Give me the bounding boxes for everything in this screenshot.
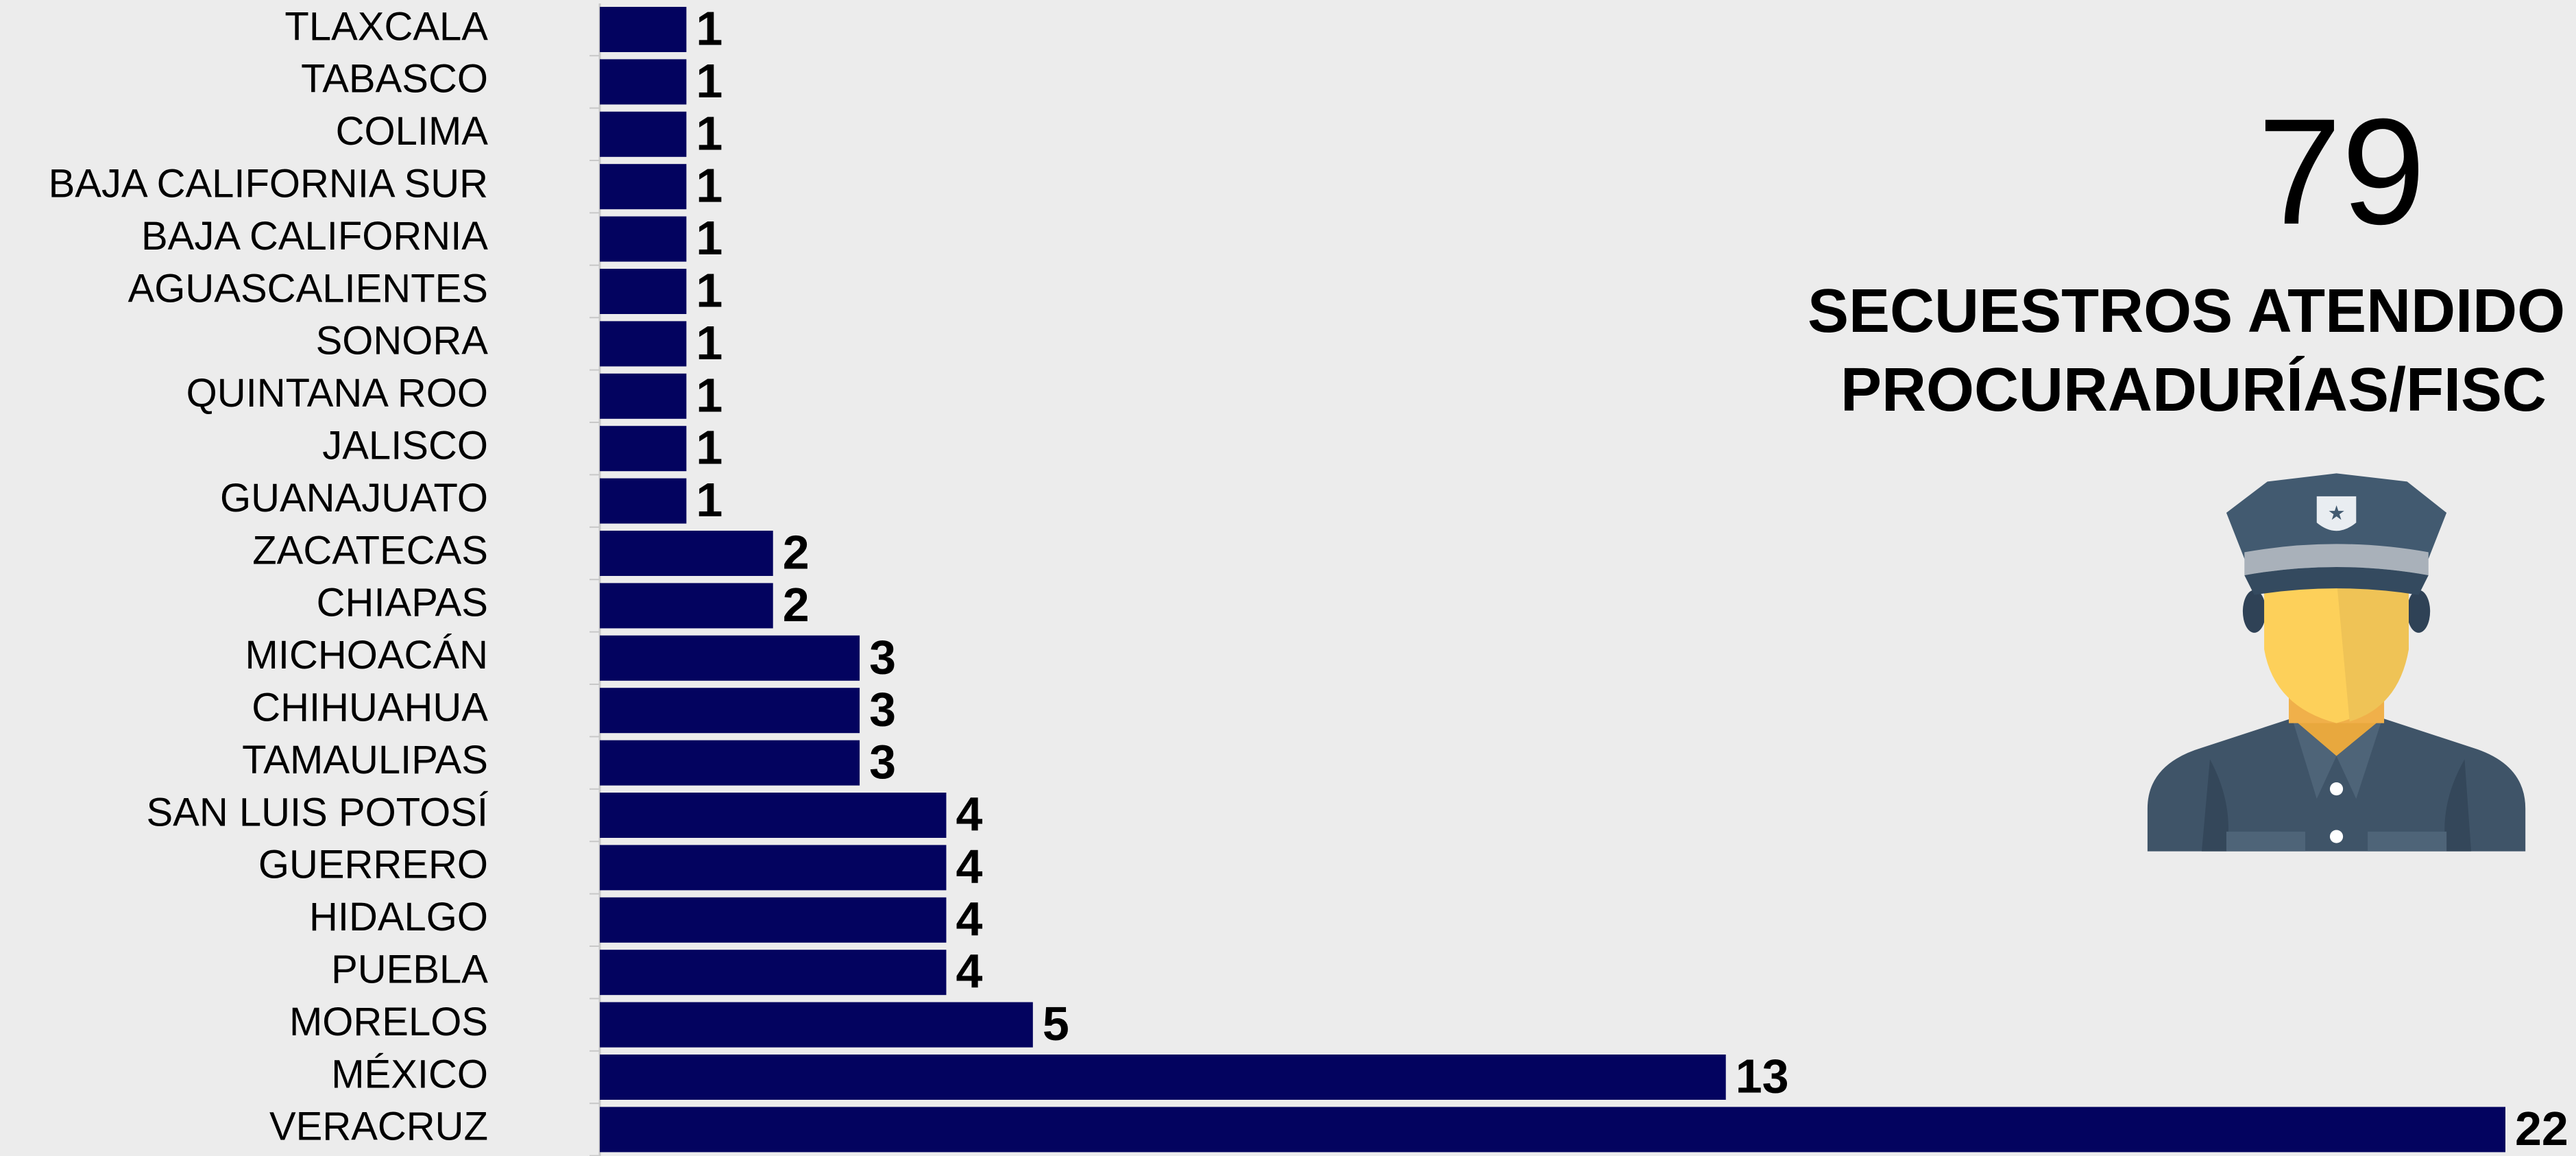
bar — [600, 7, 687, 52]
category-label: VERACRUZ — [269, 1105, 488, 1149]
category-label: HIDALGO — [309, 895, 488, 939]
category-label: SONORA — [316, 319, 489, 363]
value-label: 1 — [696, 421, 722, 474]
kpi-title: SECUESTROS ATENDIDO — [1808, 277, 2565, 346]
value-label: 1 — [696, 1, 722, 55]
category-label: PUEBLA — [331, 948, 488, 992]
bar — [600, 845, 947, 891]
value-label: 1 — [696, 473, 722, 527]
value-label: 1 — [696, 54, 722, 108]
bar — [600, 216, 687, 262]
bar — [600, 897, 947, 943]
bar — [600, 688, 860, 734]
bar — [600, 269, 687, 314]
bar — [600, 950, 947, 996]
category-label: QUINTANA ROO — [186, 371, 488, 416]
value-label: 2 — [783, 525, 810, 579]
value-label: 22 — [2515, 1102, 2568, 1155]
value-label: 3 — [869, 735, 896, 788]
category-label: COLIMA — [336, 109, 489, 154]
kpi-title: PROCURADURÍAS/FISC — [1840, 355, 2547, 424]
category-label: SAN LUIS POTOSÍ — [146, 790, 488, 834]
category-label: AGUASCALIENTES — [128, 266, 488, 311]
bar — [600, 426, 687, 472]
category-label: GUANAJUATO — [220, 476, 488, 520]
value-label: 1 — [696, 316, 722, 370]
value-label: 3 — [869, 630, 896, 684]
bar — [600, 59, 687, 105]
category-label: BAJA CALIFORNIA — [141, 214, 488, 258]
police-icon: ★ — [2147, 473, 2526, 852]
value-label: 4 — [956, 787, 982, 841]
category-label: TAMAULIPAS — [242, 738, 488, 782]
bar — [600, 478, 687, 524]
bar — [600, 1055, 1726, 1100]
bar — [600, 111, 687, 157]
bar — [600, 793, 947, 838]
bar — [600, 164, 687, 210]
value-label: 2 — [783, 578, 810, 631]
value-label: 3 — [869, 683, 896, 736]
value-label: 4 — [956, 892, 982, 946]
bar — [600, 1002, 1033, 1048]
value-label: 1 — [696, 106, 722, 160]
category-label: TLAXCALA — [284, 4, 488, 49]
value-label: 1 — [696, 211, 722, 265]
value-label: 1 — [696, 159, 722, 213]
category-label: MÉXICO — [331, 1052, 488, 1096]
category-label: MORELOS — [289, 1000, 488, 1044]
value-label: 13 — [1736, 1049, 1789, 1103]
bar — [600, 583, 773, 629]
bar — [600, 321, 687, 367]
badge-star: ★ — [2328, 503, 2346, 525]
bar — [600, 373, 687, 419]
category-label: BAJA CALIFORNIA SUR — [49, 162, 488, 206]
bar — [600, 740, 860, 786]
value-label: 4 — [956, 945, 982, 998]
value-label: 1 — [696, 263, 722, 317]
category-label: CHIAPAS — [317, 581, 488, 625]
value-label: 1 — [696, 368, 722, 422]
category-label: CHIHUAHUA — [252, 686, 488, 730]
category-label: ZACATECAS — [252, 528, 488, 573]
category-label: JALISCO — [322, 424, 488, 468]
bar — [600, 1107, 2505, 1153]
category-label: GUERRERO — [258, 843, 488, 887]
value-label: 5 — [1043, 997, 1069, 1050]
bar — [600, 531, 773, 576]
value-label: 4 — [956, 840, 982, 893]
kpi-value: 79 — [2258, 87, 2426, 256]
bar — [600, 635, 860, 681]
category-label: MICHOACÁN — [245, 633, 488, 677]
category-label: TABASCO — [301, 57, 488, 101]
